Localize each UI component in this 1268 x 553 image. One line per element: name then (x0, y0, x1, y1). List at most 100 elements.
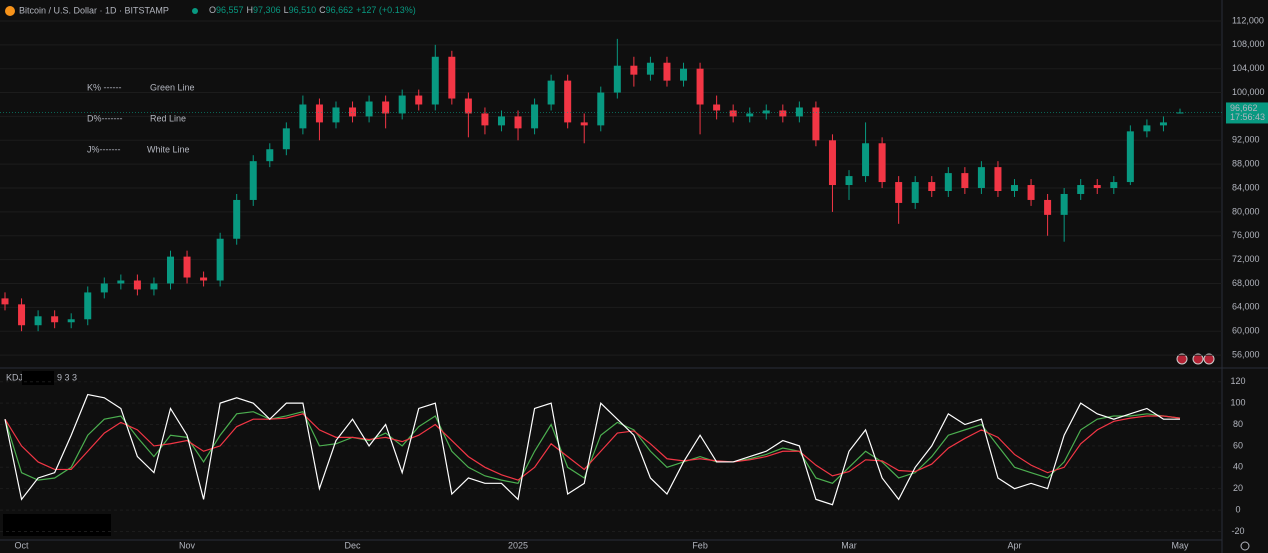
candle-body (597, 92, 605, 126)
coin-icon (5, 6, 15, 16)
x-tick-label: Mar (841, 540, 857, 550)
candle-body (216, 238, 224, 281)
candle-body (613, 65, 621, 93)
candle-body (680, 68, 688, 81)
y-tick-label: 104,000 (1232, 63, 1265, 73)
candle-body (944, 173, 952, 191)
candle-body (812, 107, 820, 141)
y-tick-label: 76,000 (1232, 230, 1260, 240)
candle-body (580, 122, 588, 126)
last-price-box (1226, 102, 1268, 124)
candle-body (1159, 122, 1167, 126)
candle-body (895, 182, 903, 203)
candle-body (481, 113, 489, 126)
candle-body (183, 256, 191, 278)
candle-body (762, 110, 770, 114)
candle-body (34, 316, 42, 326)
candle-body (365, 101, 373, 117)
ohlc-value: 96,510 (289, 5, 317, 15)
candle-body (1011, 185, 1019, 191)
y-tick-label: -20 (1231, 526, 1244, 536)
y-tick-label: 92,000 (1232, 135, 1260, 145)
ohlc-key: C (319, 5, 326, 15)
annotation-prefix: D%------- (87, 113, 122, 123)
candle-body (67, 319, 75, 323)
candle-body (878, 143, 886, 183)
candle-body (117, 280, 125, 284)
candle-body (862, 143, 870, 177)
kdj-line (4, 393, 1180, 506)
flag-icon (1203, 353, 1215, 365)
ohlc: O96,557 H97,306 L96,510 C96,662 +127 (+0.13%… (209, 5, 416, 15)
annotation-prefix: J%------- (87, 144, 120, 154)
candle-body (1093, 185, 1101, 189)
candle-body (448, 56, 456, 99)
status-dot (192, 8, 198, 14)
candle-body (663, 62, 671, 81)
candle-body (51, 316, 59, 323)
y-tick-label: 64,000 (1232, 302, 1260, 312)
flags (1176, 353, 1215, 365)
candle-body (1027, 185, 1035, 200)
candle-body (1044, 199, 1052, 215)
candle-body (18, 304, 26, 326)
candle-body (133, 280, 141, 290)
symbol: Bitcoin / U.S. Dollar · 1D · BITSTAMP (19, 5, 169, 15)
candle-body (150, 283, 158, 290)
x-tick-label: Oct (15, 540, 30, 550)
ohlc-value: 97,306 (253, 5, 281, 15)
candle-body (1110, 182, 1118, 189)
candle-body (1077, 185, 1085, 194)
indicator-name: KDJ (6, 372, 23, 382)
y-tick-label: 56,000 (1232, 349, 1260, 359)
candle-body (779, 110, 787, 117)
annotation-text: Red Line (150, 113, 186, 123)
candle-body (1060, 193, 1068, 215)
candle-body (630, 65, 638, 75)
candle-body (514, 116, 522, 129)
annotation-prefix: K% ------ (87, 82, 122, 92)
x-tick-label: Nov (179, 540, 196, 550)
candle-body (497, 116, 505, 126)
candle-body (382, 101, 390, 114)
candle-body (696, 68, 704, 105)
y-tick-label: 88,000 (1232, 159, 1260, 169)
ohlc-key: H (247, 5, 254, 15)
flag-icon (1176, 353, 1188, 365)
y-tick-label: 100 (1230, 398, 1245, 408)
countdown: 17:56:43 (1230, 112, 1265, 122)
x-tick-label: Apr (1007, 540, 1021, 550)
candle-body (332, 107, 340, 123)
y-tick-label: 100,000 (1232, 87, 1265, 97)
candle-body (746, 113, 754, 117)
x-tick-label: Dec (345, 540, 362, 550)
candle-body (431, 56, 439, 105)
candle-body (977, 167, 985, 189)
candle-body (299, 104, 307, 129)
candle-body (282, 128, 290, 150)
candle-body (84, 292, 92, 320)
candle-body (564, 80, 572, 123)
redaction (22, 371, 54, 385)
ohlc-value: 96,662 (326, 5, 354, 15)
settings-icon[interactable] (1240, 541, 1250, 551)
y-tick-label: 112,000 (1232, 15, 1264, 25)
y-tick-label: 60,000 (1232, 326, 1260, 336)
last-price: 96,662 (1230, 103, 1258, 113)
y-tick-label: 80 (1233, 419, 1243, 429)
change: +127 (+0.13%) (356, 5, 416, 15)
y-tick-label: 0 (1235, 504, 1240, 514)
x-tick-label: Feb (692, 540, 708, 550)
candle-body (1126, 131, 1134, 183)
candle-body (729, 110, 737, 117)
candle-body (349, 107, 357, 117)
ohlc-key: O (209, 5, 216, 15)
redaction (3, 514, 111, 536)
candle-body (249, 161, 257, 200)
x-tick-label: May (1171, 540, 1189, 550)
y-tick-label: 108,000 (1232, 39, 1265, 49)
candle-body (100, 283, 108, 293)
candle-body (531, 104, 539, 129)
candle-body (845, 176, 853, 186)
